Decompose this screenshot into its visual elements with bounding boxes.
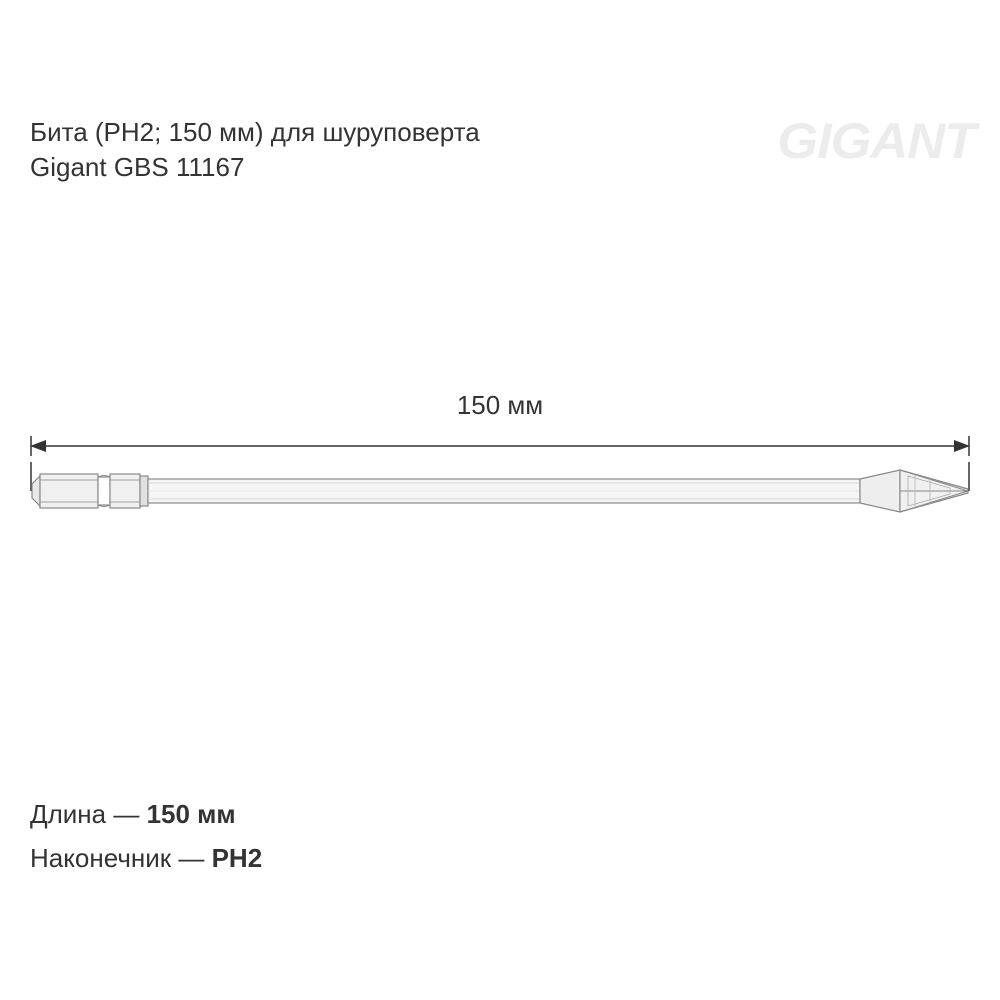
screwdriver-bit — [30, 462, 970, 520]
hex-shank — [32, 474, 148, 508]
dimension-label: 150 мм — [30, 390, 970, 421]
spec-separator: — — [171, 843, 211, 873]
spec-tip-label: Наконечник — [30, 843, 171, 873]
product-title: Бита (PH2; 150 мм) для шуруповерта Gigan… — [30, 115, 480, 185]
spec-separator: — — [106, 799, 146, 829]
spec-length-value: 150 мм — [147, 799, 236, 829]
shaft — [148, 479, 860, 503]
brand-logo: GIGANT — [777, 112, 975, 170]
dimension-line — [30, 436, 970, 456]
spec-length: Длина — 150 мм — [30, 792, 262, 836]
specifications: Длина — 150 мм Наконечник — PH2 — [30, 792, 262, 880]
phillips-tip — [860, 470, 968, 512]
technical-diagram: 150 мм — [30, 390, 970, 530]
title-line-1: Бита (PH2; 150 мм) для шуруповерта — [30, 115, 480, 150]
title-line-2: Gigant GBS 11167 — [30, 150, 480, 185]
spec-tip: Наконечник — PH2 — [30, 836, 262, 880]
spec-tip-value: PH2 — [212, 843, 263, 873]
spec-length-label: Длина — [30, 799, 106, 829]
